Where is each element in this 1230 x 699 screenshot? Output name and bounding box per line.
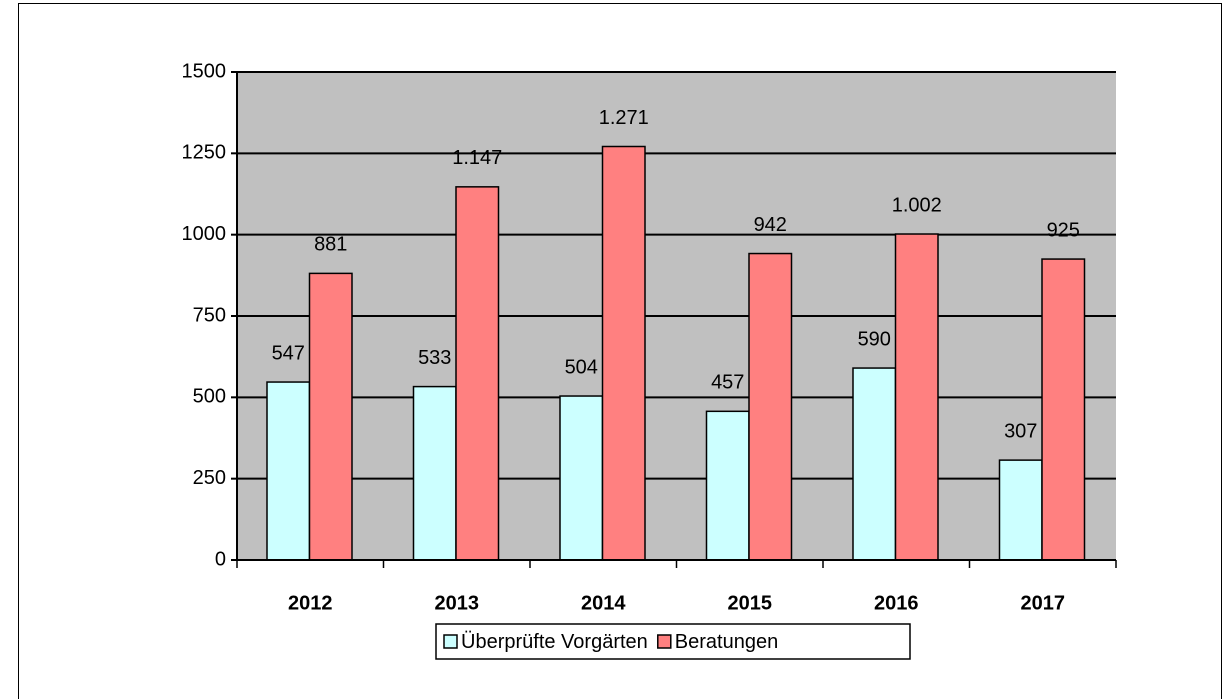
bar [1041, 258, 1086, 561]
legend-box [435, 623, 911, 660]
x-tick-label: 2014 [581, 592, 626, 614]
bar [266, 381, 311, 561]
data-label: 881 [314, 234, 347, 256]
y-tick-label: 250 [193, 467, 226, 489]
data-label: 533 [418, 347, 451, 369]
bar [601, 145, 646, 561]
bar [705, 410, 750, 561]
bar [455, 186, 500, 561]
x-tick-label: 2016 [874, 592, 919, 614]
legend-label: Beratungen [675, 631, 778, 653]
data-label: 547 [272, 342, 305, 364]
x-tick-label: 2015 [728, 592, 773, 614]
legend-label: Überprüfte Vorgärten [461, 631, 648, 653]
bar [998, 459, 1043, 561]
bar [559, 395, 604, 561]
data-label: 590 [858, 328, 891, 350]
bar [894, 233, 939, 561]
bar [852, 367, 897, 561]
data-label: 925 [1047, 219, 1080, 241]
x-tick-label: 2017 [1021, 592, 1066, 614]
y-tick-label: 1250 [182, 142, 227, 164]
legend-swatch [657, 634, 672, 649]
data-label: 1.147 [452, 147, 502, 169]
bar [748, 252, 793, 561]
data-label: 1.002 [892, 194, 942, 216]
x-tick-label: 2013 [435, 592, 480, 614]
y-tick-label: 1500 [182, 60, 227, 82]
data-label: 942 [754, 214, 787, 236]
data-label: 504 [565, 356, 598, 378]
data-label: 307 [1004, 420, 1037, 442]
data-label: 457 [711, 372, 744, 394]
data-label: 1.271 [599, 107, 649, 129]
x-tick-label: 2012 [288, 592, 333, 614]
y-tick-label: 500 [193, 386, 226, 408]
y-tick-label: 0 [215, 548, 226, 570]
y-tick-label: 750 [193, 304, 226, 326]
bar [412, 385, 457, 561]
y-tick-label: 1000 [182, 223, 227, 245]
legend-swatch [443, 634, 458, 649]
bar [308, 272, 353, 561]
